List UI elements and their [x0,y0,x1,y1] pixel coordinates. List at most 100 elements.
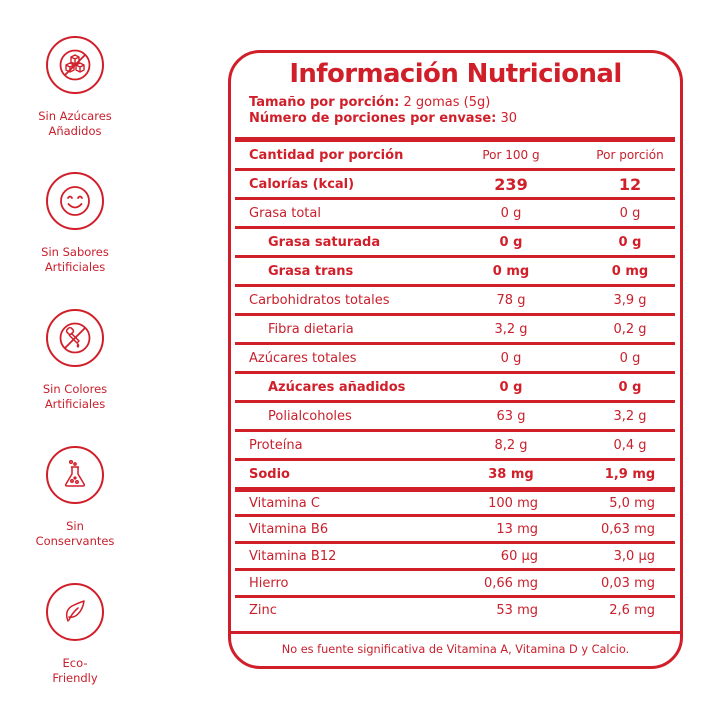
row-name: Proteína [249,437,303,453]
row-per-serving: 0 g [619,350,641,366]
badge-label: Eco- Friendly [0,656,150,686]
servings-value: 30 [496,110,518,126]
row-per-100g: 3,2 g [494,321,528,337]
row-name: Vitamina B12 [249,548,337,564]
table-row: Polialcoholes 63 g 3,2 g [235,400,675,429]
row-per-serving: 0 g [619,205,641,221]
row-per-100g: 0 g [499,234,523,250]
header-per-serving: Por porción [596,148,664,162]
table-row: Vitamina B6 13 mg 0,63 mg [235,514,675,541]
servings-per-container: Número de porciones por envase: 30 [249,111,517,127]
row-name: Azúcares totales [249,350,357,366]
badge-label-line2: Artificiales [44,260,106,274]
row-name: Calorías (kcal) [249,176,355,192]
badge-label-line2: Añadidos [48,124,102,138]
row-name: Polialcoholes [268,408,352,424]
row-per-serving: 12 [618,174,642,194]
row-per-serving: 1,9 mg [604,466,656,482]
serving-info: Tamaño por porción: 2 gomas (5g) Número … [249,95,517,126]
row-per-100g: 53 mg [496,602,538,618]
row-name: Sodio [249,466,290,482]
row-per-serving: 5,0 mg [609,495,655,511]
badge-label: Sin Conservantes [0,519,150,549]
row-per-100g: 239 [494,174,528,194]
row-per-100g: 100 mg [488,495,538,511]
row-name: Zinc [249,602,277,618]
label-title: Información Nutricional [289,59,622,89]
row-per-serving: 2,6 mg [609,602,655,618]
nutrition-table: Cantidad por porción Por 100 g Por porci… [235,137,675,622]
row-name: Grasa trans [268,263,354,279]
badge-label: Sin Sabores Artificiales [0,245,150,275]
row-name: Carbohidratos totales [249,292,390,308]
badge-label-line2: Friendly [52,671,98,685]
row-per-serving: 0,4 g [613,437,647,453]
row-per-serving: 0 g [618,379,642,395]
table-row: Azúcares totales 0 g 0 g [235,342,675,371]
table-row: Sodio 38 mg 1,9 mg [235,458,675,487]
row-per-serving: 0,63 mg [601,521,655,537]
table-header: Cantidad por porción Por 100 g Por porci… [235,137,675,168]
row-per-100g: 60 µg [500,548,538,564]
row-name: Grasa saturada [268,234,381,250]
row-per-serving: 0,03 mg [601,575,655,591]
table-row: Calorías (kcal) 239 12 [235,168,675,197]
header-per-100g: Por 100 g [482,148,540,162]
servings-label: Número de porciones por envase: [249,110,497,126]
row-per-100g: 0 mg [492,263,530,279]
badge-label-line1: Sin Sabores [41,245,109,259]
badge-label: Sin Colores Artificiales [0,382,150,412]
table-row: Fibra dietaria 3,2 g 0,2 g [235,313,675,342]
no-sugar-cubes-icon [46,36,104,94]
table-row: Grasa total 0 g 0 g [235,197,675,226]
table-row: Grasa trans 0 mg 0 mg [235,255,675,284]
row-name: Vitamina C [249,495,320,511]
table-row: Vitamina C 100 mg 5,0 mg [235,487,675,514]
header-name: Cantidad por porción [249,147,404,163]
serving-size-label: Tamaño por porción: [249,95,400,110]
row-per-100g: 63 g [496,408,526,424]
row-name: Grasa total [249,205,321,221]
row-per-100g: 13 mg [496,521,538,537]
table-row: Azúcares añadidos 0 g 0 g [235,371,675,400]
row-name: Vitamina B6 [249,521,329,537]
flask-icon [46,446,104,504]
badge-label: Sin Azúcares Añadidos [0,109,150,139]
row-per-100g: 0,66 mg [484,575,538,591]
table-row: Grasa saturada 0 g 0 g [235,226,675,255]
row-per-100g: 0 g [499,379,523,395]
badge-label-line1: Sin Colores [42,382,108,396]
no-dropper-icon [46,309,104,367]
row-name: Azúcares añadidos [268,379,406,395]
row-per-serving: 3,2 g [613,408,647,424]
table-row: Hierro 0,66 mg 0,03 mg [235,568,675,595]
badge-label-line2: Artificiales [44,397,106,411]
row-per-100g: 0 g [500,205,522,221]
serving-size-value: 2 gomas (5g) [399,95,491,110]
row-name: Hierro [249,575,289,591]
badge-label-line2: Conservantes [35,534,115,548]
nutrition-label: Información Nutricional Tamaño por porci… [228,50,683,669]
row-per-100g: 8,2 g [494,437,528,453]
badge-label-line1: Sin Azúcares [38,109,112,123]
footnote: No es fuente significativa de Vitamina A… [231,631,680,656]
row-name: Fibra dietaria [268,321,354,337]
feature-badges: Sin Azúcares Añadidos Sin Sabores Artifi… [0,0,150,720]
row-per-100g: 38 mg [488,466,534,482]
row-per-serving: 0,2 g [613,321,647,337]
table-row: Proteína 8,2 g 0,4 g [235,429,675,458]
smiley-face-icon [46,172,104,230]
table-row: Carbohidratos totales 78 g 3,9 g [235,284,675,313]
table-row: Zinc 53 mg 2,6 mg [235,595,675,622]
row-per-serving: 3,0 µg [613,548,655,564]
row-per-serving: 0 mg [611,263,649,279]
badge-label-line1: Eco- [62,656,88,670]
leaf-icon [46,583,104,641]
serving-size: Tamaño por porción: 2 gomas (5g) [249,95,517,111]
table-row: Vitamina B12 60 µg 3,0 µg [235,541,675,568]
row-per-100g: 78 g [496,292,526,308]
row-per-100g: 0 g [500,350,522,366]
row-per-serving: 3,9 g [613,292,647,308]
row-per-serving: 0 g [618,234,642,250]
badge-label-line1: Sin [66,519,84,533]
